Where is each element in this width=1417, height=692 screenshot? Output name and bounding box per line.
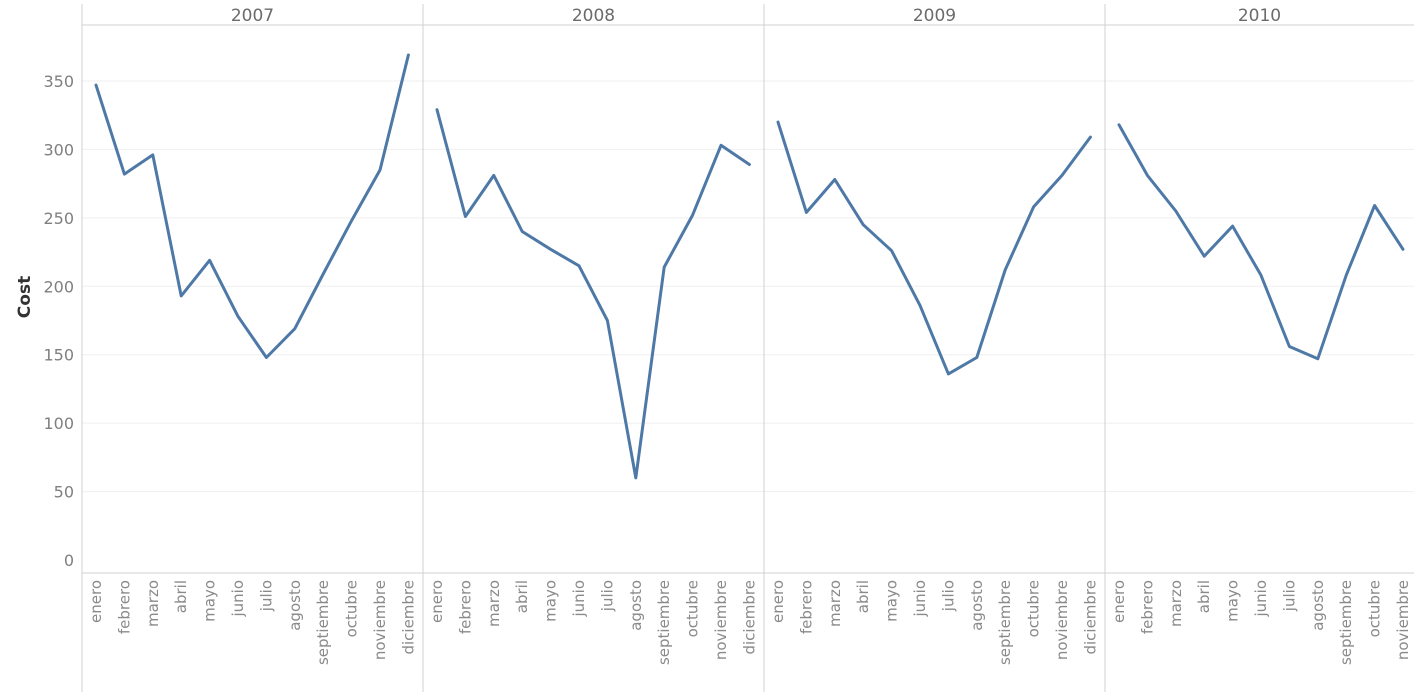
y-tick-label: 50 [54, 483, 74, 502]
y-axis: Cost 0 50 100 150 200 250 300 350 [15, 72, 74, 570]
x-tick-label: mayo [1224, 580, 1242, 622]
x-tick-label: mayo [883, 580, 901, 622]
x-tick-label: octubre [684, 580, 702, 637]
y-tick-label: 100 [43, 414, 74, 433]
x-tick-label: enero [1110, 580, 1128, 623]
y-tick-label: 300 [43, 140, 74, 159]
x-tick-label: julio [1280, 580, 1298, 612]
x-tick-label: noviembre [712, 580, 730, 660]
gridlines [82, 80, 1414, 493]
x-tick-label: noviembre [371, 580, 389, 660]
x-tick-label: febrero [797, 580, 815, 634]
x-tick-label: julio [257, 580, 275, 612]
x-tick-label: agosto [627, 580, 645, 631]
x-tick-label: junio [911, 580, 929, 618]
x-tick-label: septiembre [1337, 580, 1355, 665]
x-tick-label: diciembre [740, 580, 758, 655]
x-tick-label: octubre [343, 580, 361, 637]
series-line-2009 [776, 120, 1092, 376]
x-tick-label: junio [570, 580, 588, 618]
panel-title: 2009 [913, 6, 956, 26]
panel-titles: 2007 2008 2009 2010 [231, 6, 1281, 26]
x-tick-label: julio [598, 580, 616, 612]
x-tick-label: agosto [1309, 580, 1327, 631]
series-line-2007 [94, 53, 410, 359]
x-tick-label: marzo [485, 580, 503, 627]
x-tick-label: noviembre [1053, 580, 1071, 660]
x-tick-label: abril [854, 580, 872, 613]
panel-title: 2008 [572, 6, 615, 26]
x-tick-label: febrero [1138, 580, 1156, 634]
x-tick-label: enero [428, 580, 446, 623]
y-tick-label: 350 [43, 72, 74, 91]
x-tick-label: diciembre [1081, 580, 1099, 655]
series-line-2008 [435, 108, 751, 480]
x-tick-label: marzo [1167, 580, 1185, 627]
x-tick-label: septiembre [996, 580, 1014, 665]
series-lines [94, 53, 1405, 480]
x-tick-label: abril [172, 580, 190, 613]
panel-frames [81, 4, 1414, 692]
x-tick-label: mayo [542, 580, 560, 622]
x-tick-label: junio [229, 580, 247, 618]
panel-title: 2010 [1238, 6, 1281, 26]
x-tick-label: junio [1252, 580, 1270, 618]
x-tick-label: mayo [201, 580, 219, 622]
x-tick-label: abril [1195, 580, 1213, 613]
x-axis: enero febrero marzo abril mayo junio julio agos… [87, 580, 1412, 665]
y-tick-label: 250 [43, 209, 74, 228]
x-tick-label: septiembre [314, 580, 332, 665]
x-tick-label: enero [87, 580, 105, 623]
x-tick-label: marzo [144, 580, 162, 627]
y-tick-label: 0 [64, 551, 74, 570]
series-line-2010 [1117, 123, 1405, 361]
x-tick-label: diciembre [399, 580, 417, 655]
x-tick-label: abril [513, 580, 531, 613]
x-tick-label: noviembre [1394, 580, 1412, 660]
x-tick-label: febrero [456, 580, 474, 634]
x-tick-label: julio [939, 580, 957, 612]
x-tick-label: marzo [826, 580, 844, 627]
x-tick-label: febrero [115, 580, 133, 634]
y-tick-label: 200 [43, 277, 74, 296]
y-axis-label: Cost [15, 276, 35, 318]
x-tick-label: enero [769, 580, 787, 623]
y-tick-label: 150 [43, 346, 74, 365]
x-tick-label: septiembre [655, 580, 673, 665]
x-tick-label: agosto [968, 580, 986, 631]
x-tick-label: agosto [286, 580, 304, 631]
panel-title: 2007 [231, 6, 274, 26]
x-tick-label: octubre [1366, 580, 1384, 637]
x-tick-label: octubre [1025, 580, 1043, 637]
